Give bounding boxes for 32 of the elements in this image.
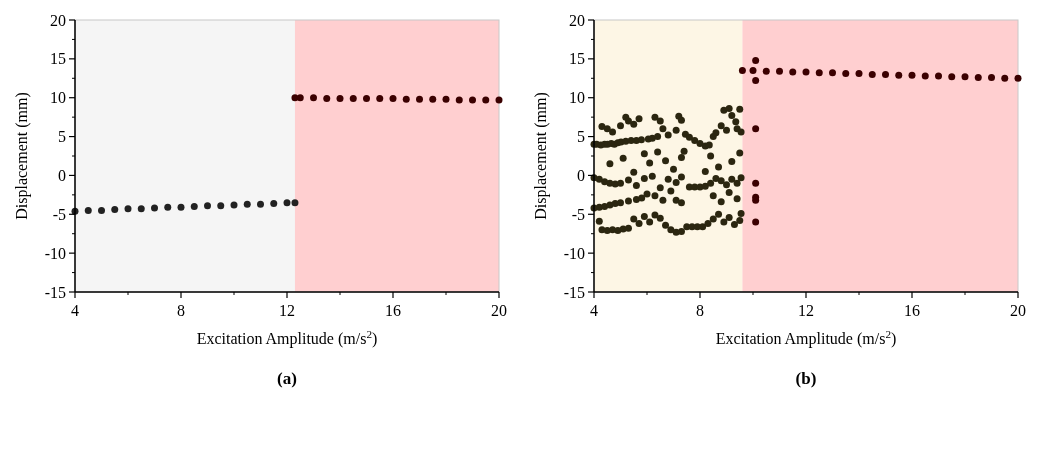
- x-tick-label: 8: [177, 302, 185, 319]
- x-tick-label: 16: [904, 302, 920, 319]
- text: (a): [277, 369, 297, 388]
- x-tick-label: 20: [1010, 302, 1026, 319]
- y-axis-title: Displacement (mm): [532, 92, 550, 220]
- y-tick-label: 20: [569, 11, 585, 29]
- y-tick-label: -10: [44, 244, 66, 262]
- y-tick-label: 0: [58, 167, 66, 185]
- y-tick-label: -10: [563, 244, 585, 262]
- x-tick-label: 4: [590, 302, 598, 319]
- x-axis-title: Excitation Amplitude (m/s$^{2}$): [715, 328, 897, 348]
- x-tick-label: 12: [798, 302, 814, 319]
- y-tick-label: -5: [52, 205, 66, 223]
- x-tick-label: 8: [696, 302, 704, 319]
- y-tick-label: -5: [571, 205, 585, 223]
- y-tick-label: -15: [44, 283, 66, 301]
- x-tick-label: 20: [491, 302, 507, 319]
- y-tick-label: 15: [50, 50, 66, 68]
- y-tick-label: 0: [577, 167, 585, 185]
- y-tick-label: 10: [50, 89, 66, 107]
- y-tick-label: 20: [50, 11, 66, 29]
- x-tick-label: 4: [71, 302, 79, 319]
- y-tick-label: -15: [563, 283, 585, 301]
- x-tick-label: 16: [385, 302, 401, 319]
- x-axis-title: Excitation Amplitude (m/s$^{2}$): [196, 328, 378, 348]
- text: (b): [795, 369, 817, 388]
- y-tick-label: 15: [569, 50, 585, 68]
- y-tick-label: 10: [569, 89, 585, 107]
- x-tick-label: 12: [279, 302, 295, 319]
- y-tick-label: 5: [58, 128, 66, 146]
- y-tick-label: 5: [577, 128, 585, 146]
- y-axis-title: Displacement (mm): [13, 92, 31, 220]
